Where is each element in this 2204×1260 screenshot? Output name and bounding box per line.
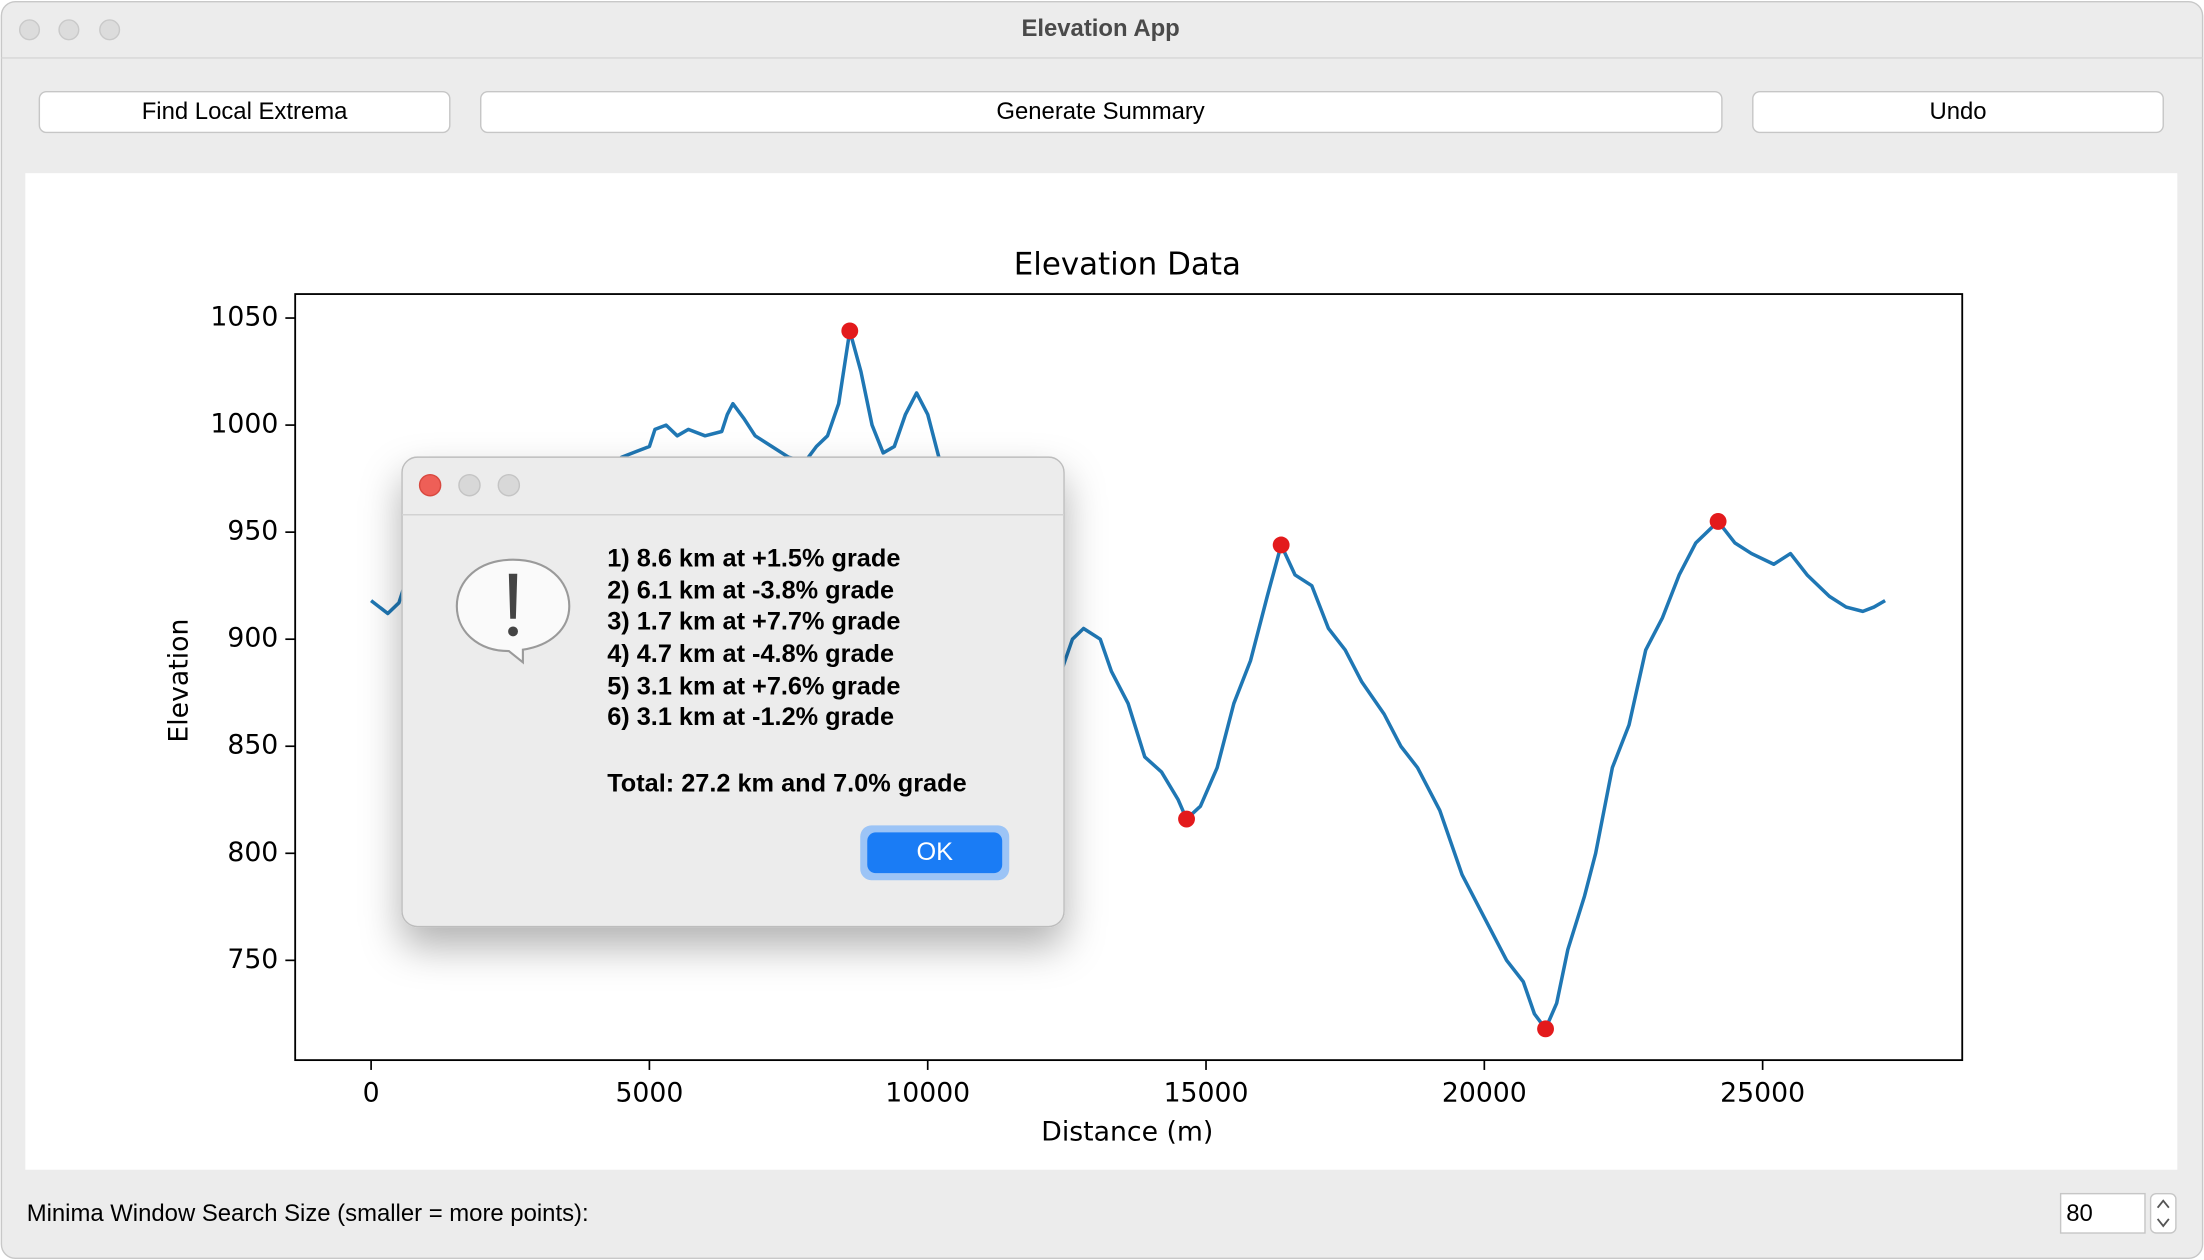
minimize-button[interactable] — [58, 19, 80, 41]
y-tick-label: 1000 — [210, 409, 278, 440]
x-tick-label: 20000 — [1442, 1077, 1527, 1108]
dialog-line: 3) 1.7 km at +7.7% grade — [607, 608, 900, 636]
chart: Elevation Data Distance (m) Elevation 75… — [163, 246, 1964, 1148]
button[interactable] — [1752, 90, 2164, 134]
x-tick-label: 10000 — [885, 1077, 970, 1108]
close-button[interactable] — [18, 19, 41, 41]
extremum-marker — [1709, 513, 1727, 530]
spinner-arrow-icons — [2156, 1199, 2170, 1228]
y-tick-label: 750 — [227, 944, 278, 975]
elevation-line — [370, 329, 1886, 1031]
y-tick-label: 850 — [227, 730, 278, 761]
dialog-line: 1) 8.6 km at +1.5% grade — [607, 544, 900, 572]
dialog-line: 6) 3.1 km at -1.2% grade — [607, 703, 894, 731]
x-tick-label: 15000 — [1164, 1077, 1249, 1108]
dialog-line: 4) 4.7 km at -4.8% grade — [607, 640, 894, 668]
y-tick-label: 900 — [227, 623, 278, 654]
spinner-arrows[interactable] — [2149, 1192, 2177, 1234]
plot-area — [370, 322, 1886, 1038]
extremum-marker — [1178, 810, 1195, 828]
dialog-total: Total: 27.2 km and 7.0% grade — [607, 769, 966, 797]
window-title: Elevation App — [1021, 15, 1179, 42]
y-tick-label: 950 — [227, 516, 278, 547]
footer-label: Minima Window Search Size (smaller = mor… — [27, 1200, 589, 1227]
chart-title: Elevation Data — [1014, 246, 1241, 282]
dialog-frame — [401, 456, 1065, 928]
x-tick-label: 25000 — [1720, 1077, 1805, 1108]
x-axis-label: Distance (m) — [1041, 1117, 1213, 1148]
plot-frame — [294, 293, 1964, 1062]
button-label[interactable]: Generate Summary — [996, 98, 1204, 125]
dialog-close[interactable] — [418, 473, 442, 497]
dialog-zoom — [497, 473, 521, 497]
zoom-button[interactable] — [99, 19, 121, 41]
toolbar: Find Local Extrema Generate Summary Undo — [38, 90, 2164, 134]
chart-panel — [25, 173, 2178, 1170]
y-tick-label: 800 — [227, 837, 278, 868]
alert-icon — [455, 558, 571, 665]
extremum-marker — [841, 322, 859, 340]
extremum-marker — [1537, 1020, 1554, 1038]
spinner-field[interactable] — [2059, 1192, 2146, 1234]
alert-dialog: 1) 8.6 km at +1.5% grade 2) 6.1 km at -3.… — [401, 456, 1065, 928]
x-tick-label: 5000 — [615, 1077, 683, 1108]
dialog-line: 2) 6.1 km at -3.8% grade — [607, 577, 894, 605]
x-tick-label: 0 — [363, 1077, 380, 1108]
spinner-value[interactable]: 80 — [2066, 1200, 2093, 1227]
button[interactable] — [480, 90, 1723, 134]
dialog-line: 5) 3.1 km at +7.6% grade — [607, 672, 900, 700]
ok-button[interactable] — [867, 832, 1003, 874]
button-label[interactable]: Undo — [1929, 98, 1986, 125]
dialog-minimize — [458, 473, 481, 497]
y-tick-label: 1050 — [210, 302, 278, 333]
extremum-marker — [1272, 536, 1290, 554]
y-axis-label: Elevation — [163, 619, 194, 743]
ok-button-label[interactable]: OK — [916, 838, 953, 866]
button[interactable] — [38, 90, 451, 134]
button-label[interactable]: Find Local Extrema — [142, 98, 348, 125]
